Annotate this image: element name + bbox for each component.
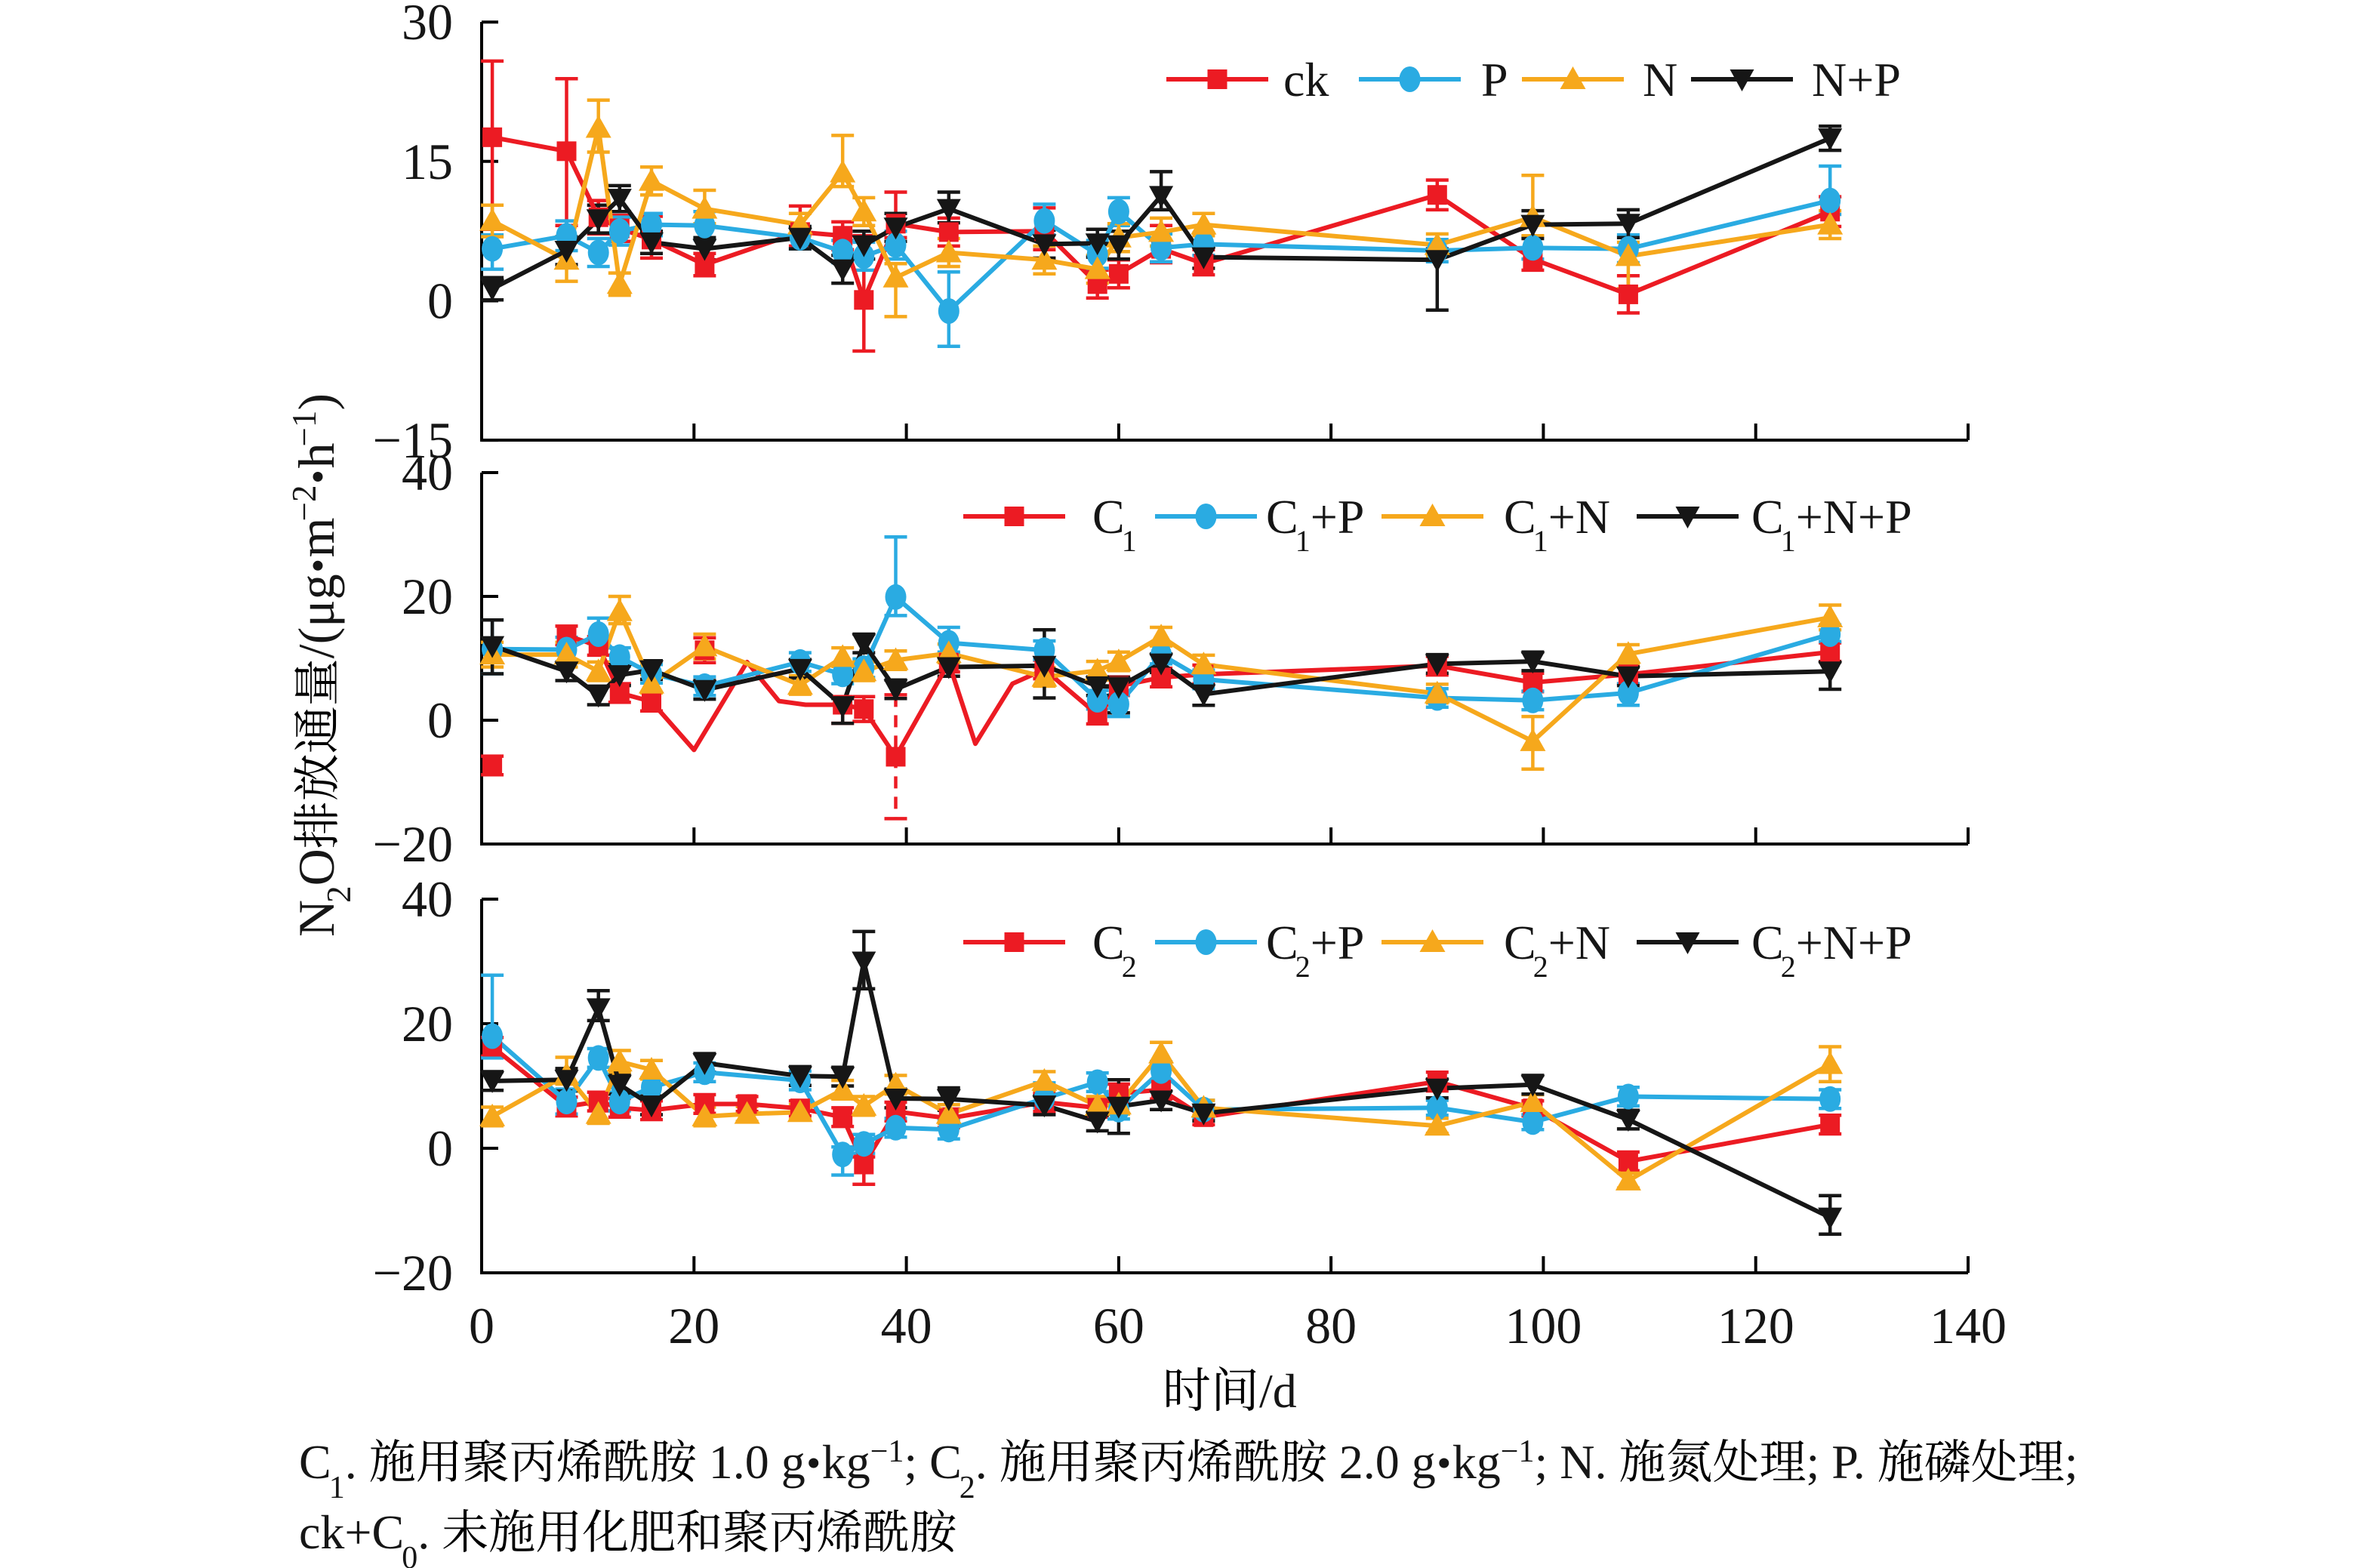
svg-text:; N.: ; N. [1535,1435,1607,1489]
svg-text:+N: +N [1548,490,1610,544]
svg-text:.: . [345,1435,357,1489]
svg-text:C: C [1751,490,1784,544]
svg-text:1: 1 [1295,524,1311,558]
svg-text:−20: −20 [373,815,453,873]
svg-text:−20: −20 [373,1244,453,1302]
svg-text:0: 0 [469,1297,494,1354]
svg-text:kg: kg [1452,1435,1501,1489]
svg-text:30: 30 [402,0,453,51]
svg-text:120: 120 [1717,1297,1794,1354]
svg-text:N+P: N+P [1812,53,1901,106]
svg-text:O: O [288,849,345,886]
svg-text:; P.: ; P. [1807,1435,1865,1489]
svg-text:1: 1 [1122,524,1137,558]
svg-text:140: 140 [1930,1297,2007,1354]
svg-text:0: 0 [427,692,453,749]
svg-text:100: 100 [1505,1297,1582,1354]
svg-text:): ) [288,393,345,411]
svg-text:C: C [1504,490,1536,544]
svg-text:C: C [1751,916,1784,969]
svg-text:+P: +P [1311,490,1365,544]
svg-text:−1: −1 [285,411,323,447]
svg-text:0: 0 [427,273,453,330]
svg-text:−1: −1 [1501,1434,1535,1469]
svg-text:+N+P: +N+P [1796,490,1912,544]
svg-text:+N: +N [1548,916,1610,969]
svg-text:C: C [1092,490,1125,544]
svg-text:20: 20 [402,995,453,1052]
svg-text:C: C [299,1435,331,1489]
svg-text:μ: μ [288,599,345,627]
svg-text:40: 40 [402,444,453,501]
svg-text:P: P [1481,53,1508,106]
svg-text:40: 40 [881,1297,932,1354]
svg-text:1: 1 [1781,524,1796,558]
svg-text:/(: /( [288,627,345,659]
svg-text:C: C [1266,916,1298,969]
svg-text:.: . [975,1435,987,1489]
svg-text:ck: ck [1283,53,1329,106]
svg-text:+P: +P [1311,916,1365,969]
svg-text:C: C [1266,490,1298,544]
svg-text:2: 2 [1781,950,1796,984]
svg-text:C: C [1092,916,1125,969]
svg-text:kg: kg [822,1435,870,1489]
svg-text:2.0 g: 2.0 g [1339,1435,1436,1489]
svg-text:m: m [288,517,345,557]
svg-text:1: 1 [1533,524,1548,558]
svg-text:/d: /d [1259,1364,1297,1418]
svg-text:2: 2 [320,886,358,903]
svg-text:1.0 g: 1.0 g [709,1435,806,1489]
svg-text:.: . [417,1505,430,1559]
svg-text:−2: −2 [285,485,323,522]
svg-text:N: N [1643,53,1677,106]
svg-text:15: 15 [402,133,453,190]
svg-text:2: 2 [960,1471,975,1505]
svg-text:+N+P: +N+P [1796,916,1912,969]
svg-text:; C: ; C [904,1435,961,1489]
svg-text:20: 20 [668,1297,719,1354]
svg-text:1: 1 [329,1471,345,1505]
svg-text:0: 0 [427,1120,453,1177]
svg-text:g: g [288,574,345,599]
svg-text:C: C [1504,916,1536,969]
svg-text:0: 0 [402,1541,417,1568]
svg-text:20: 20 [402,568,453,625]
svg-text:−15: −15 [373,411,453,469]
svg-text:;: ; [2065,1435,2078,1489]
svg-text:ck+C: ck+C [299,1505,404,1559]
svg-text:−1: −1 [870,1434,904,1469]
svg-text:40: 40 [402,870,453,928]
svg-text:80: 80 [1305,1297,1357,1354]
svg-text:2: 2 [1122,950,1137,984]
svg-text:2: 2 [1533,950,1548,984]
svg-text:60: 60 [1093,1297,1144,1354]
svg-text:h: h [288,443,345,469]
svg-text:2: 2 [1295,950,1311,984]
svg-text:N: N [288,900,345,937]
